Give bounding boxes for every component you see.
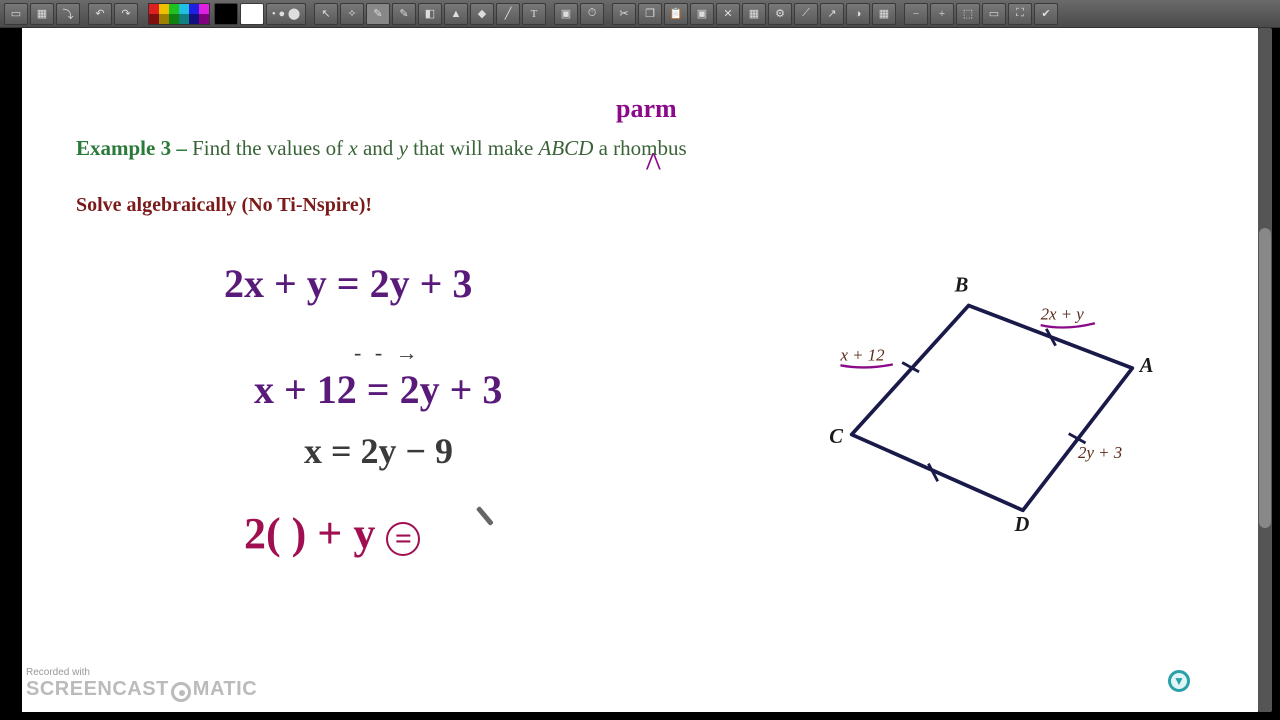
tool-grid-icon[interactable]: ▦ <box>872 3 896 25</box>
underline-cb <box>840 364 892 367</box>
tool-zoomin-icon[interactable]: + <box>930 3 954 25</box>
underline-ba <box>1041 323 1095 327</box>
tool-crop-icon[interactable]: ✕ <box>716 3 740 25</box>
fg-color-swatch[interactable] <box>214 3 238 25</box>
eq4-equals-circled: = <box>386 522 420 556</box>
title-abcd: ABCD <box>539 136 594 160</box>
watermark-brand-a: SCREENCAST <box>26 678 169 700</box>
equation-4: 2( ) + y = <box>244 508 420 559</box>
tool-redo-icon[interactable]: ↷ <box>114 3 138 25</box>
title-prefix: Example 3 – <box>76 136 187 160</box>
title-text-c: a rhombus <box>593 136 686 160</box>
title-mid: and <box>358 136 399 160</box>
tool-copy-icon[interactable]: ❐ <box>638 3 662 25</box>
stroke-size-indicator[interactable]: • ● ⬤ <box>266 3 306 25</box>
tool-pointer-icon[interactable]: ↖ <box>314 3 338 25</box>
tool-open-icon[interactable]: ▦ <box>30 3 54 25</box>
vertex-d: D <box>1013 514 1029 536</box>
tool-highlighter-icon[interactable]: ✎ <box>392 3 416 25</box>
vertical-scrollbar[interactable] <box>1258 28 1272 712</box>
scrollbar-thumb[interactable] <box>1259 228 1271 528</box>
tool-save-icon[interactable]: ⤵ <box>56 3 80 25</box>
equation-1: 2x + y = 2y + 3 <box>224 260 472 307</box>
title-text-a: Find the values of <box>187 136 349 160</box>
vertex-c: C <box>829 426 843 448</box>
whiteboard-canvas[interactable]: parm ⋀ Example 3 – Find the values of x … <box>22 28 1258 712</box>
example-title: Example 3 – Find the values of x and y t… <box>76 136 687 161</box>
tool-undo-icon[interactable]: ↶ <box>88 3 112 25</box>
tool-zoomout-icon[interactable]: − <box>904 3 928 25</box>
tool-text-icon[interactable]: T <box>522 3 546 25</box>
title-var-x: x <box>348 136 357 160</box>
vertex-b: B <box>954 274 969 296</box>
edge-label-ad: 2y + 3 <box>1078 443 1122 462</box>
tool-page-icon[interactable]: ▭ <box>982 3 1006 25</box>
rhombus-shape <box>852 305 1133 510</box>
bg-color-swatch[interactable] <box>240 3 264 25</box>
tool-shape-icon[interactable]: ◆ <box>470 3 494 25</box>
color-palette[interactable] <box>148 3 210 25</box>
tool-pen-icon[interactable]: ✎ <box>366 3 390 25</box>
tool-line-icon[interactable]: ╱ <box>496 3 520 25</box>
tool-cut-icon[interactable]: ✂ <box>612 3 636 25</box>
tool-fullscreen-icon[interactable]: ⛶ <box>1008 3 1032 25</box>
edge-label-cb: x + 12 <box>839 346 885 365</box>
tool-fit-icon[interactable]: ⬚ <box>956 3 980 25</box>
solve-instruction: Solve algebraically (No Ti-Nspire)! <box>76 194 372 217</box>
tool-clock-icon[interactable]: ⏱ <box>580 3 604 25</box>
equation-3: x = 2y − 9 <box>304 430 453 472</box>
tool-protractor-icon[interactable]: ◑ <box>846 3 870 25</box>
tool-camera-icon[interactable]: ▣ <box>690 3 714 25</box>
watermark-line1: Recorded with <box>26 667 257 678</box>
tool-lasso-icon[interactable]: ✧ <box>340 3 364 25</box>
tool-settings-icon[interactable]: ✔ <box>1034 3 1058 25</box>
main-toolbar: ▭ ▦ ⤵ ↶ ↷ • ● ⬤ ↖ ✧ ✎ ✎ ◧ ▲ ◆ ╱ T ▣ ⏱ ✂ … <box>0 0 1280 28</box>
tool-image-icon[interactable]: ▦ <box>742 3 766 25</box>
tool-fill-icon[interactable]: ▲ <box>444 3 468 25</box>
tool-stamp-icon[interactable]: ▣ <box>554 3 578 25</box>
annotation-parm: parm <box>616 94 677 124</box>
tool-compass-icon[interactable]: ↗ <box>820 3 844 25</box>
pause-badge-icon[interactable]: ▼ <box>1168 670 1190 692</box>
tool-eraser-icon[interactable]: ◧ <box>418 3 442 25</box>
edge-label-ba: 2x + y <box>1041 304 1085 323</box>
eq4-left: 2( ) + y <box>244 509 375 558</box>
tool-link-icon[interactable]: ⚙ <box>768 3 792 25</box>
screencast-watermark: Recorded with SCREENCAST MATIC <box>26 667 257 702</box>
tool-newpage-icon[interactable]: ▭ <box>4 3 28 25</box>
watermark-o-icon <box>171 682 191 702</box>
title-var-y: y <box>399 136 408 160</box>
vertex-a: A <box>1138 355 1154 377</box>
dash-arrow: - - → <box>354 340 422 366</box>
tool-ruler-icon[interactable]: ⟋ <box>794 3 818 25</box>
title-text-b: that will make <box>408 136 539 160</box>
pen-cursor-icon <box>476 490 518 532</box>
equation-2: x + 12 = 2y + 3 <box>254 366 502 413</box>
watermark-brand-b: MATIC <box>193 678 257 700</box>
tool-paste-icon[interactable]: 📋 <box>664 3 688 25</box>
rhombus-diagram: B A C D 2x + y x + 12 2y + 3 <box>802 254 1182 544</box>
